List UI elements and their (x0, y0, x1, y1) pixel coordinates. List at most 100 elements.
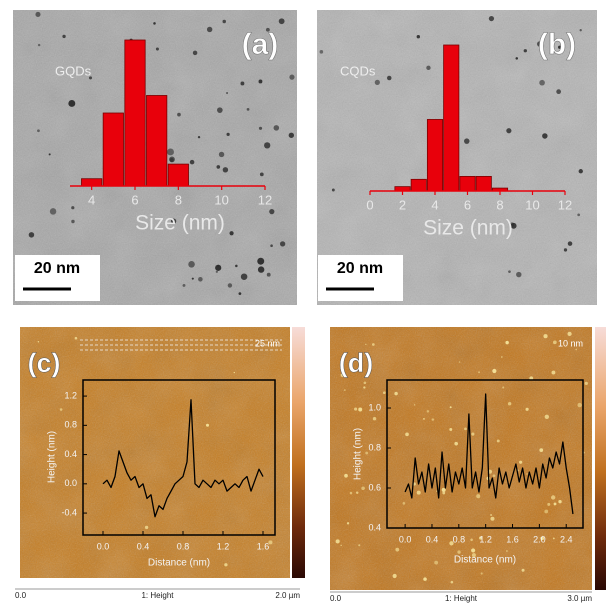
particle (340, 373, 345, 377)
particle (344, 473, 348, 478)
particle (331, 188, 335, 192)
plot-frame (386, 379, 584, 529)
particle (578, 169, 583, 174)
particle (343, 389, 346, 392)
particle (490, 514, 492, 516)
particle (37, 129, 40, 133)
particle (257, 266, 265, 273)
particle (278, 18, 285, 25)
x-tick-label: 4 (431, 197, 438, 212)
x-axis-label: Distance (nm) (454, 555, 516, 566)
particle (155, 47, 159, 51)
particle (525, 407, 529, 411)
particle (259, 172, 264, 177)
particle (464, 427, 467, 431)
particle (575, 348, 578, 351)
height-scale-lines (80, 339, 282, 351)
x-tick-label: 8 (175, 192, 182, 207)
scale-bar-label: 20 nm (337, 260, 383, 277)
x-axis-label: Distance (nm) (148, 558, 210, 569)
particle (567, 241, 573, 246)
panel-label: (d) (339, 348, 373, 378)
particle (153, 22, 156, 25)
particle (558, 499, 562, 504)
x-tick-label: 0.4 (426, 534, 439, 544)
particle (506, 128, 512, 134)
ruler-label: 3.0 µm (567, 594, 592, 603)
particle (240, 81, 245, 86)
x-axis-label: Size (nm) (423, 217, 513, 240)
particle (558, 45, 562, 49)
particle (553, 340, 557, 345)
particle (189, 159, 195, 165)
x-tick-label: 0.8 (453, 534, 466, 544)
particle (68, 99, 76, 107)
height-profile (404, 393, 574, 515)
particle (449, 427, 453, 431)
particle (197, 135, 201, 139)
particle (544, 414, 550, 419)
particle (502, 386, 505, 389)
particle (258, 79, 263, 84)
particle (355, 491, 359, 494)
height-profile (102, 399, 264, 518)
bar (443, 44, 460, 192)
bar (459, 175, 476, 192)
particle (361, 486, 365, 491)
y-tick-label: -0.4 (61, 507, 77, 517)
particle (358, 407, 363, 412)
bar (81, 178, 103, 187)
y-tick-label: 1.2 (64, 390, 77, 400)
particle (423, 417, 425, 420)
particle (355, 435, 358, 437)
particle (246, 107, 250, 111)
particle (279, 241, 286, 247)
particle (363, 381, 367, 385)
particle (74, 336, 78, 340)
ruler-label: 2.0 µm (275, 591, 300, 600)
particle (226, 92, 229, 95)
particle (394, 391, 398, 396)
particle (426, 65, 431, 70)
y-tick-label: 1.0 (368, 402, 381, 412)
particle (413, 404, 416, 406)
particle (372, 416, 377, 421)
particle (169, 156, 175, 163)
particle (206, 26, 213, 33)
bar (146, 95, 168, 187)
x-tick-label: 1.6 (257, 541, 270, 551)
particle (539, 79, 545, 86)
particle (500, 356, 503, 358)
x-tick-label: 2 (399, 197, 406, 212)
particle (233, 371, 236, 374)
particle (265, 27, 270, 32)
particle (37, 341, 40, 343)
particle (346, 522, 350, 525)
sample-label: CQDs (340, 63, 376, 78)
particle (198, 277, 203, 282)
particle (454, 441, 459, 446)
particle (229, 231, 234, 236)
particle (577, 402, 582, 408)
y-axis-label: Height (nm) (353, 428, 364, 480)
particle (543, 334, 548, 339)
particle (49, 208, 57, 215)
particle (222, 19, 226, 24)
particle (567, 331, 572, 337)
y-tick-label: 0.6 (368, 482, 381, 492)
y-tick-label: 0.8 (64, 420, 77, 430)
x-tick-label: 4 (88, 192, 95, 207)
particle (471, 432, 475, 436)
particle (423, 577, 427, 581)
particle (288, 132, 295, 138)
particle (177, 112, 181, 117)
bar (167, 163, 189, 187)
particle (240, 273, 248, 281)
particle (215, 270, 218, 273)
particle (218, 151, 225, 158)
height-scale: 25 nm (255, 338, 280, 348)
bar (124, 39, 146, 187)
particle (363, 386, 366, 389)
particle (539, 448, 544, 452)
